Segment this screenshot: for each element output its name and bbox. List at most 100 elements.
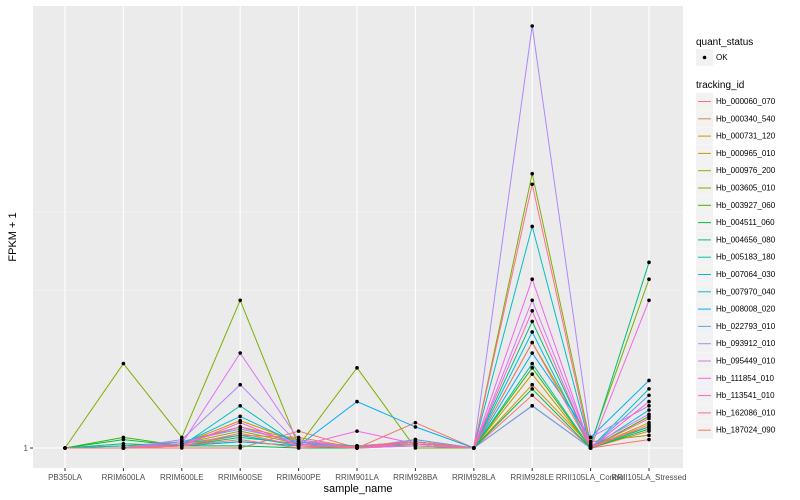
point-Hb_187024_090-8 [530, 340, 534, 345]
point-Hb_095449_010-4 [296, 437, 301, 442]
point-Hb_007064_030-8 [530, 224, 534, 229]
legend-label-17: Hb_113541_010 [716, 391, 775, 400]
legend-shape-label-0: OK [716, 53, 728, 62]
legend-label-12: Hb_008008_020 [716, 305, 776, 314]
point-Hb_113541_010-10 [647, 399, 651, 404]
point-Hb_022793_010-10 [647, 393, 651, 398]
point-Hb_187024_090-5 [355, 444, 359, 448]
x-tick-label-4: RRIM600PE [276, 473, 320, 482]
point-Hb_004656_080-8 [530, 319, 534, 324]
plot-panel [33, 6, 683, 468]
legend-label-2: Hb_000731_120 [716, 132, 776, 141]
point-Hb_003605_010-5 [355, 366, 359, 370]
x-tick-label-2: RRIM600LE [160, 473, 204, 482]
point-Hb_095449_010-10 [647, 412, 651, 417]
x-tick-label-10: RRII105LA_Stressed [611, 473, 686, 482]
point-Hb_095449_010-3 [238, 351, 242, 355]
legend-label-14: Hb_093912_010 [716, 339, 776, 348]
data-points [63, 24, 651, 450]
legend-label-8: Hb_004656_080 [716, 235, 776, 244]
point-Hb_093912_010-8 [530, 24, 534, 28]
x-tick-label-1: RRIM600LA [102, 473, 146, 482]
point-Hb_187024_090-1 [121, 446, 126, 450]
legend-label-9: Hb_005183_180 [716, 253, 776, 262]
legend-label-6: Hb_003927_060 [716, 201, 776, 210]
point-Hb_000060_070-8 [530, 393, 534, 398]
point-Hb_000060_070-4 [296, 429, 301, 433]
legend-label-4: Hb_000976_200 [716, 166, 776, 175]
legend-label-18: Hb_162086_010 [716, 408, 776, 417]
point-Hb_004511_060-1 [121, 437, 126, 442]
point-Hb_187024_090-9 [588, 446, 593, 450]
legend-label-13: Hb_022793_010 [716, 322, 776, 331]
point-Hb_007970_040-10 [647, 408, 651, 412]
y-axis-ticks: 1 [24, 444, 33, 453]
point-Hb_007064_030-10 [647, 387, 651, 391]
legend-label-1: Hb_000340_540 [716, 114, 776, 123]
point-Hb_113541_010-8 [530, 309, 534, 313]
point-Hb_000060_070-6 [413, 420, 418, 425]
point-Hb_187024_090-6 [413, 439, 418, 444]
legend-label-16: Hb_111854_010 [716, 374, 775, 383]
point-Hb_113541_010-3 [238, 425, 242, 429]
point-Hb_111854_010-8 [530, 277, 534, 282]
point-Hb_000731_120-8 [530, 382, 534, 387]
y-axis-title: FPKM + 1 [7, 212, 19, 261]
x-tick-label-0: PB350LA [48, 473, 82, 482]
legend-shape-title: quant_status [696, 37, 753, 48]
point-Hb_111854_010-3 [238, 420, 242, 425]
point-Hb_004511_060-3 [238, 444, 242, 448]
legend-label-15: Hb_095449_010 [716, 357, 776, 366]
point-Hb_093912_010-3 [238, 382, 242, 387]
point-Hb_111854_010-10 [647, 298, 651, 303]
point-Hb_007970_040-8 [530, 330, 534, 334]
x-tick-label-7: RRIM928LA [452, 473, 496, 482]
point-Hb_187024_090-2 [180, 444, 184, 448]
point-Hb_005183_180-8 [530, 361, 534, 366]
point-Hb_162086_010-10 [647, 416, 651, 421]
point-Hb_111854_010-5 [355, 429, 359, 433]
point-Hb_004656_080-10 [647, 260, 651, 265]
x-tick-label-3: RRIM600SE [218, 473, 262, 482]
point-Hb_008008_020-6 [413, 425, 418, 429]
point-Hb_003605_010-3 [238, 298, 242, 303]
point-Hb_187024_090-7 [472, 446, 476, 450]
point-Hb_187024_090-10 [647, 422, 651, 427]
legend-label-3: Hb_000965_010 [716, 149, 776, 158]
legend-label-5: Hb_003605_010 [716, 184, 776, 193]
legend-label-0: Hb_000060_070 [716, 97, 776, 106]
point-Hb_187024_090-4 [296, 446, 301, 450]
point-Hb_003605_010-10 [647, 277, 651, 282]
point-Hb_003605_010-8 [530, 171, 534, 176]
point-Hb_093912_010-9 [588, 435, 593, 440]
legend-label-7: Hb_004511_060 [716, 218, 775, 227]
point-Hb_000965_010-8 [530, 372, 534, 376]
legend-shape-point-0 [702, 55, 707, 60]
legend-label-11: Hb_007970_040 [716, 287, 776, 296]
x-tick-label-8: RRIM928LE [510, 473, 554, 482]
point-Hb_093912_010-10 [647, 404, 651, 408]
point-Hb_095449_010-8 [530, 298, 534, 303]
legend: quant_status OK tracking_id Hb_000060_070 Hb… [696, 37, 776, 439]
point-Hb_008008_020-8 [530, 351, 534, 355]
point-Hb_000976_200-10 [647, 433, 651, 438]
point-Hb_162086_010-3 [238, 431, 242, 436]
point-Hb_093912_010-2 [180, 437, 184, 442]
point-Hb_162086_010-8 [530, 182, 534, 187]
point-Hb_187024_090-3 [238, 437, 242, 442]
x-tick-label-9: RRII105LA_Control [556, 473, 626, 482]
point-Hb_003605_010-1 [121, 361, 126, 366]
legend-color-title: tracking_id [696, 80, 744, 91]
point-Hb_008008_020-10 [647, 378, 651, 383]
y-tick-label-0: 1 [24, 444, 29, 453]
point-Hb_007970_040-3 [238, 414, 242, 419]
point-Hb_008008_020-5 [355, 399, 359, 404]
x-axis-ticks: PB350LA RRIM600LA RRIM600LE RRIM600SE RRIM60… [48, 468, 687, 482]
x-tick-label-6: RRIM928BA [393, 473, 438, 482]
legend-label-19: Hb_187024_090 [716, 426, 776, 435]
x-axis-title: sample_name [323, 483, 392, 495]
legend-label-10: Hb_007064_030 [716, 270, 776, 279]
point-Hb_000060_070-10 [647, 437, 651, 442]
point-Hb_004511_060-8 [530, 387, 534, 391]
